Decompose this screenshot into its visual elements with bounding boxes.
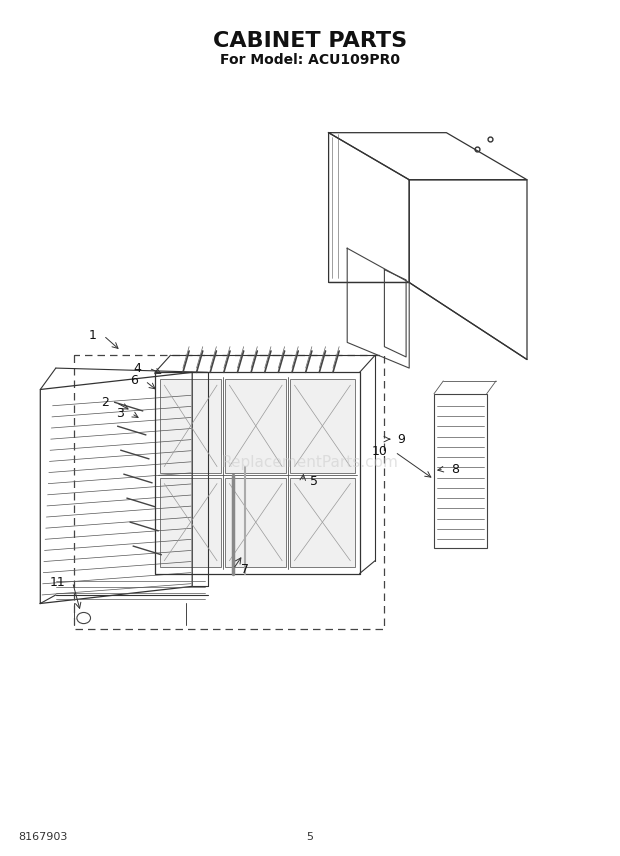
Text: 8167903: 8167903 — [19, 832, 68, 842]
Text: 8: 8 — [451, 462, 459, 476]
Text: 2: 2 — [100, 395, 108, 409]
Text: ReplacementParts.com: ReplacementParts.com — [221, 455, 399, 470]
Text: 3: 3 — [116, 407, 124, 420]
Bar — [225, 478, 286, 567]
Text: 5: 5 — [306, 832, 314, 842]
Bar — [290, 379, 355, 473]
Text: 6: 6 — [130, 374, 138, 388]
Text: 4: 4 — [133, 361, 141, 375]
Bar — [160, 379, 221, 473]
Text: 10: 10 — [371, 445, 388, 459]
Text: CABINET PARTS: CABINET PARTS — [213, 31, 407, 51]
Text: 11: 11 — [50, 575, 65, 589]
Bar — [434, 394, 487, 548]
Text: For Model: ACU109PR0: For Model: ACU109PR0 — [220, 53, 400, 67]
Text: 9: 9 — [397, 432, 405, 446]
Text: 7: 7 — [241, 562, 249, 576]
Bar — [160, 478, 221, 567]
Text: 5: 5 — [310, 475, 318, 489]
Bar — [225, 379, 286, 473]
Bar — [290, 478, 355, 567]
Text: 1: 1 — [88, 329, 96, 342]
